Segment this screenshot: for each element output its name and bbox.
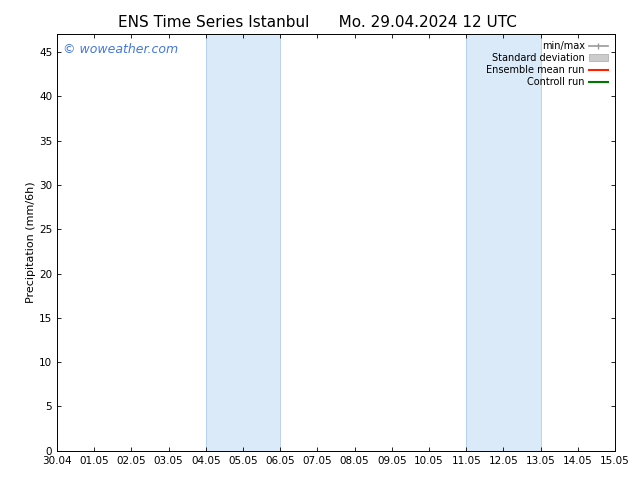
Bar <box>466 34 541 451</box>
Y-axis label: Precipitation (mm/6h): Precipitation (mm/6h) <box>26 182 36 303</box>
Text: ENS Time Series Istanbul      Mo. 29.04.2024 12 UTC: ENS Time Series Istanbul Mo. 29.04.2024 … <box>117 15 517 30</box>
Text: © woweather.com: © woweather.com <box>63 43 178 56</box>
Legend: min/max, Standard deviation, Ensemble mean run, Controll run: min/max, Standard deviation, Ensemble me… <box>484 39 610 89</box>
Bar <box>206 34 280 451</box>
